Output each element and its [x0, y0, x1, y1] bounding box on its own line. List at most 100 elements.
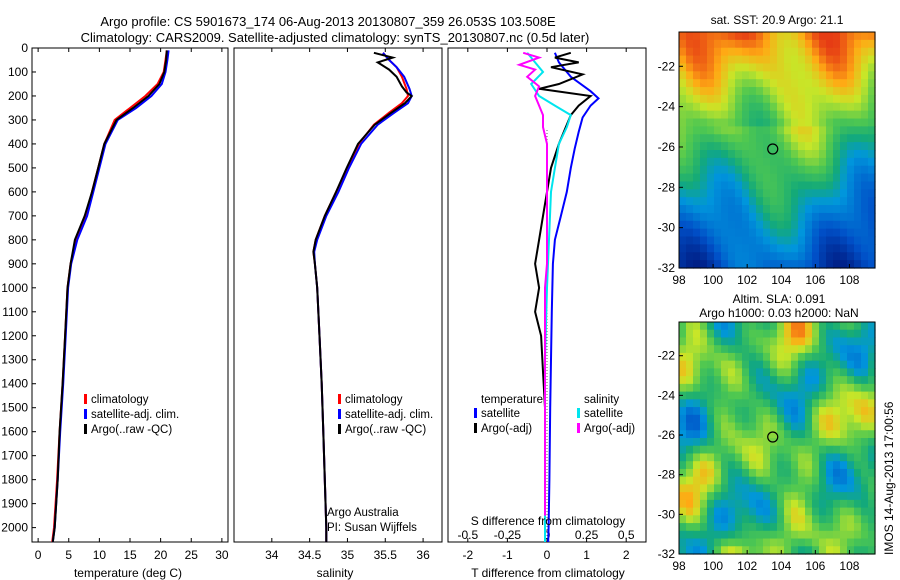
- map-cell: [770, 87, 778, 96]
- map-cell: [693, 484, 701, 493]
- map-cell: [742, 181, 750, 190]
- map-cell: [826, 476, 834, 485]
- map-cell: [812, 142, 820, 151]
- map-cell: [812, 492, 820, 501]
- sst-map-title: sat. SST: 20.9 Argo: 21.1: [711, 13, 844, 27]
- map-cell: [756, 337, 764, 346]
- map-cell: [819, 484, 827, 493]
- map-y-tick-label: -22: [658, 349, 676, 363]
- map-cell: [679, 63, 687, 72]
- legend-swatch: [577, 408, 580, 418]
- map-cell: [707, 39, 715, 49]
- map-cell: [742, 461, 750, 470]
- x-tick-label: 15: [123, 548, 137, 562]
- map-cell: [770, 212, 778, 222]
- map-cell: [742, 538, 750, 547]
- map-cell: [861, 244, 869, 253]
- map-cell: [756, 445, 764, 455]
- map-cell: [756, 399, 764, 408]
- map-cell: [854, 383, 862, 393]
- map-cell: [847, 39, 855, 49]
- map-cell: [763, 360, 771, 369]
- map-cell: [707, 499, 715, 509]
- map-cell: [742, 244, 750, 253]
- map-cell: [784, 110, 792, 120]
- map-cell: [756, 546, 764, 555]
- map-cell: [854, 492, 862, 501]
- map-cell: [868, 32, 876, 41]
- map-cell: [854, 376, 862, 385]
- map-cell: [756, 515, 764, 524]
- map-cell: [868, 414, 876, 424]
- map-cell: [679, 422, 687, 431]
- map-cell: [847, 368, 855, 377]
- map-cell: [777, 189, 785, 198]
- map-cell: [679, 157, 687, 167]
- map-cell: [742, 39, 750, 49]
- map-cell: [763, 47, 771, 57]
- temperature-axes-box: [31, 47, 229, 543]
- map-cell: [721, 118, 729, 127]
- map-cell: [847, 476, 855, 485]
- map-cell: [714, 47, 722, 57]
- map-cell: [756, 102, 764, 112]
- map-cell: [763, 197, 771, 206]
- legend-label: satellite: [584, 408, 623, 420]
- salinity-axes-box: [233, 47, 443, 543]
- map-cell: [833, 523, 841, 532]
- imos-timestamp: IMOS 14-Aug-2013 17:00:56: [882, 401, 896, 555]
- map-cell: [854, 87, 862, 96]
- argo-australia-label: Argo Australia: [327, 507, 399, 519]
- map-cell: [714, 212, 722, 222]
- map-cell: [805, 422, 813, 431]
- map-cell: [777, 165, 785, 175]
- map-cell: [847, 422, 855, 431]
- map-cell: [840, 47, 848, 57]
- map-cell: [770, 197, 778, 206]
- map-cell: [679, 189, 687, 198]
- map-cell: [791, 150, 799, 159]
- map-cell: [742, 150, 750, 159]
- map-cell: [784, 79, 792, 88]
- map-cell: [686, 134, 694, 143]
- map-cell: [812, 499, 820, 509]
- map-cell: [805, 322, 813, 331]
- map-cell: [777, 407, 785, 416]
- map-cell: [749, 150, 757, 159]
- map-cell: [707, 32, 715, 41]
- map-cell: [700, 438, 708, 447]
- series-line-argo-raw-qc-: [312, 51, 414, 542]
- map-cell: [742, 376, 750, 385]
- map-cell: [742, 329, 750, 339]
- map-cell: [707, 236, 715, 245]
- map-cell: [798, 228, 806, 238]
- map-cell: [679, 360, 687, 369]
- map-cell: [833, 438, 841, 447]
- map-cell: [679, 134, 687, 143]
- map-cell: [728, 260, 736, 269]
- map-cell: [686, 236, 694, 245]
- map-cell: [833, 87, 841, 96]
- y-tick-label: 600: [8, 185, 28, 199]
- map-cell: [791, 142, 799, 151]
- t-difference-label: T difference from climatology: [471, 566, 625, 580]
- map-cell: [728, 63, 736, 72]
- map-cell: [686, 71, 694, 80]
- map-cell: [700, 407, 708, 416]
- map-cell: [805, 150, 813, 159]
- map-cell: [700, 445, 708, 455]
- y-tick-label: 700: [8, 209, 28, 223]
- x-tick-label: 10: [93, 548, 107, 562]
- map-cell: [861, 407, 869, 416]
- map-cell: [819, 476, 827, 485]
- map-cell: [868, 181, 876, 190]
- x-tick-label: 0: [544, 548, 551, 562]
- legend-title-salinity: salinity: [584, 394, 619, 406]
- map-cell: [805, 445, 813, 455]
- map-cell: [756, 205, 764, 214]
- map-cell: [728, 39, 736, 49]
- map-cell: [826, 79, 834, 88]
- map-cell: [868, 422, 876, 431]
- map-cell: [805, 538, 813, 547]
- map-cell: [812, 71, 820, 80]
